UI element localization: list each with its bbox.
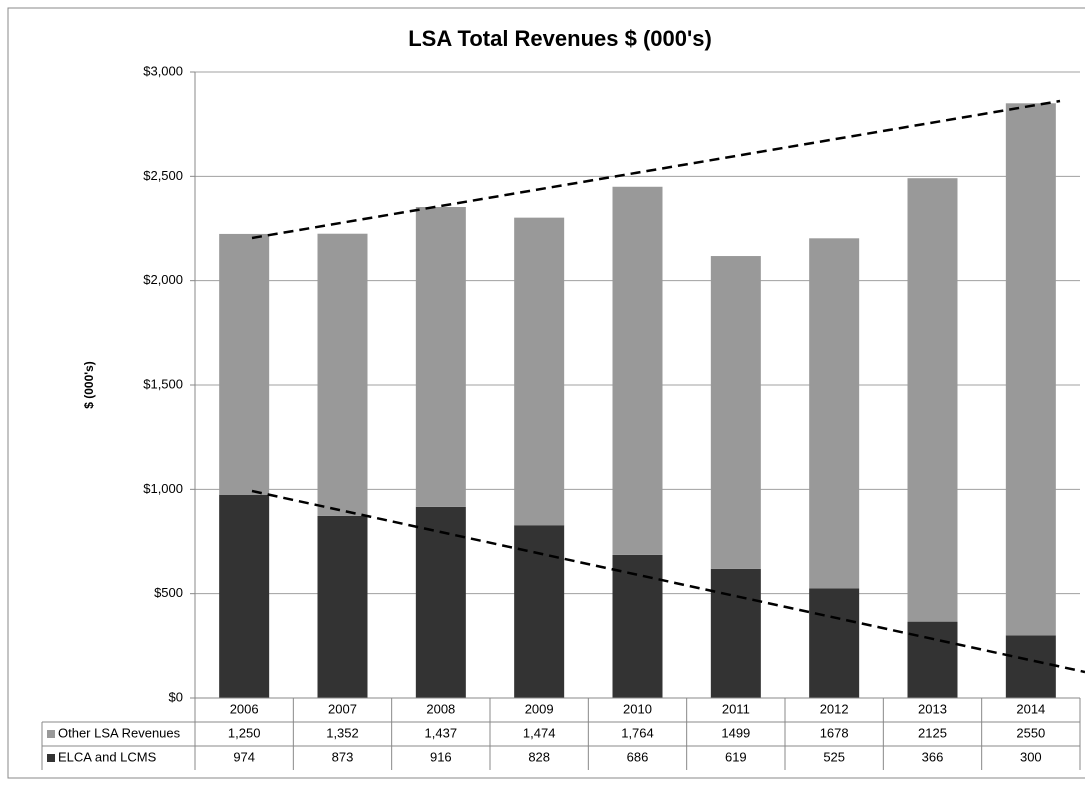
bar	[1005, 635, 1056, 698]
x-tick-label: 2011	[722, 701, 750, 716]
bar	[612, 554, 663, 698]
x-tick-label: 2013	[918, 701, 947, 716]
table-value: 2125	[918, 725, 947, 740]
table-value: 619	[725, 749, 747, 764]
legend-swatch	[47, 754, 55, 762]
y-axis-label: $ (000's)	[82, 361, 96, 409]
table-value: 2550	[1016, 725, 1045, 740]
bar	[514, 525, 565, 698]
table-value: 1,764	[621, 725, 654, 740]
trend-line	[251, 489, 1085, 674]
x-tick-label: 2008	[426, 701, 455, 716]
table-value: 916	[430, 749, 452, 764]
y-tick-label: $0	[169, 689, 183, 704]
y-tick-label: $500	[154, 585, 183, 600]
bar	[710, 256, 761, 569]
bar	[219, 494, 270, 698]
bar	[907, 621, 958, 698]
chart-title: LSA Total Revenues $ (000's)	[408, 26, 712, 51]
bar	[612, 186, 663, 555]
x-tick-label: 2009	[525, 701, 554, 716]
y-tick-label: $2,000	[143, 272, 183, 287]
legend-swatch	[47, 730, 55, 738]
bar	[415, 506, 466, 698]
bar	[907, 178, 958, 622]
table-value: 1,474	[523, 725, 556, 740]
bar	[415, 207, 466, 507]
bar	[1005, 103, 1056, 636]
table-value: 1,352	[326, 725, 359, 740]
table-value: 525	[823, 749, 845, 764]
bar	[219, 233, 270, 495]
x-tick-label: 2014	[1016, 701, 1045, 716]
x-tick-label: 2010	[623, 701, 652, 716]
table-value: 974	[233, 749, 255, 764]
table-value: 828	[528, 749, 550, 764]
legend-label: ELCA and LCMS	[58, 749, 157, 764]
table-value: 1,437	[425, 725, 458, 740]
bar	[317, 233, 368, 516]
x-tick-label: 2007	[328, 701, 357, 716]
legend-label: Other LSA Revenues	[58, 725, 181, 740]
table-value: 686	[627, 749, 649, 764]
bar	[809, 238, 860, 589]
x-tick-label: 2006	[230, 701, 259, 716]
table-value: 873	[332, 749, 354, 764]
x-tick-label: 2012	[820, 701, 849, 716]
y-tick-label: $1,000	[143, 481, 183, 496]
trend-line	[251, 99, 1061, 240]
y-tick-label: $3,000	[143, 63, 183, 78]
y-tick-label: $2,500	[143, 168, 183, 183]
table-value: 1499	[721, 725, 750, 740]
y-tick-label: $1,500	[143, 376, 183, 391]
table-value: 366	[922, 749, 944, 764]
bar	[317, 515, 368, 698]
bar	[710, 568, 761, 698]
table-value: 1678	[820, 725, 849, 740]
bar	[514, 217, 565, 526]
table-value: 300	[1020, 749, 1042, 764]
bar	[809, 588, 860, 698]
table-value: 1,250	[228, 725, 261, 740]
plot: $0 $500 $1,000 $1,500 $2,000 $2,500 $3,000 2006…	[41, 63, 1081, 770]
